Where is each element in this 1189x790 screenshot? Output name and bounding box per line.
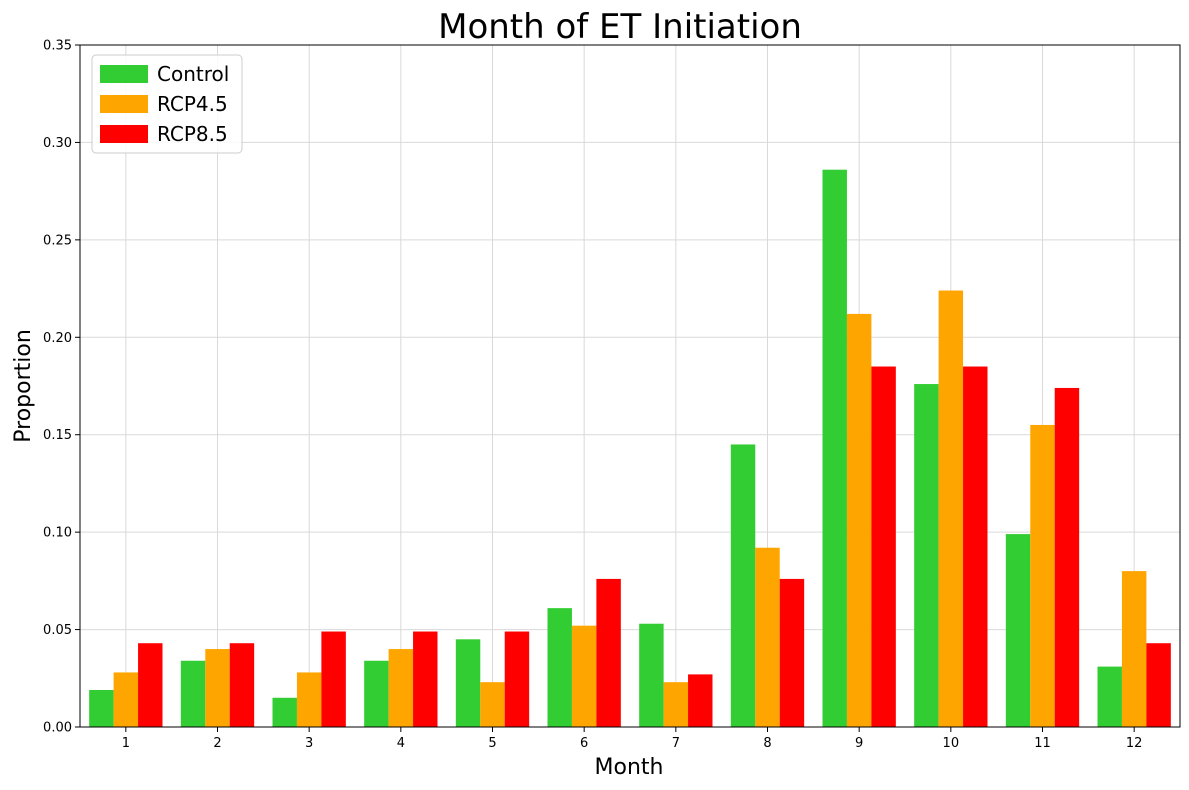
bar-rcp8-5	[963, 366, 988, 727]
bar-rcp8-5	[688, 674, 713, 727]
y-tick-label: 0.35	[43, 39, 72, 54]
y-tick-label: 0.10	[43, 526, 72, 541]
x-tick-label: 5	[488, 736, 496, 751]
bar-rcp8-5	[779, 578, 805, 727]
bar-control	[730, 444, 756, 727]
legend-swatch	[100, 95, 148, 113]
plot-frame	[79, 44, 1181, 728]
legend-label: Control	[157, 62, 229, 86]
y-tick-label: 0.25	[43, 233, 72, 248]
legend: Control RCP4.5 RCP8.5	[91, 54, 243, 154]
bars	[89, 169, 1171, 728]
legend-label: RCP4.5	[157, 92, 228, 116]
bar-rcp8-5	[596, 578, 621, 727]
bar-rcp4-5	[846, 313, 872, 727]
bar-rcp4-5	[571, 625, 597, 727]
x-tick-label: 12	[1126, 736, 1143, 751]
x-tick-label: 3	[305, 736, 313, 751]
y-tick-label: 0.20	[43, 331, 72, 346]
axis-ticks: 0.000.050.100.150.200.250.300.351 2 3 4 5 6 7 8…	[43, 39, 1142, 752]
bar-rcp8-5	[871, 366, 896, 727]
y-tick-label: 0.05	[43, 623, 72, 638]
bar-rcp8-5	[413, 631, 438, 727]
x-tick-label: 1	[122, 736, 130, 751]
x-tick-label: 10	[943, 736, 960, 751]
chart-title: Month of ET Initiation	[438, 7, 802, 47]
bar-rcp8-5	[138, 643, 163, 727]
bar-rcp4-5	[296, 672, 322, 727]
bar-rcp8-5	[229, 643, 255, 727]
bar-control	[547, 608, 572, 727]
bar-rcp4-5	[938, 290, 964, 727]
bar-control	[1005, 534, 1031, 727]
legend-swatch	[100, 65, 148, 83]
bar-rcp4-5	[388, 649, 414, 727]
y-tick-label: 0.00	[43, 721, 72, 736]
y-tick-label: 0.30	[43, 136, 72, 151]
x-tick-label: 7	[672, 736, 680, 751]
bar-control	[180, 660, 206, 727]
bar-control	[639, 623, 664, 727]
x-tick-label: 8	[763, 736, 771, 751]
bar-rcp4-5	[205, 649, 230, 727]
bar-rcp4-5	[755, 547, 780, 727]
bar-control	[89, 689, 114, 727]
bar-control	[272, 697, 297, 727]
x-tick-label: 6	[580, 736, 588, 751]
bar-control	[455, 639, 481, 727]
bar-rcp4-5	[480, 682, 505, 727]
y-tick-label: 0.15	[43, 428, 72, 443]
bar-control	[1097, 666, 1122, 727]
bar-rcp8-5	[1054, 387, 1080, 727]
y-axis-label: Proportion	[11, 329, 36, 443]
bar-rcp8-5	[321, 631, 346, 727]
bar-rcp4-5	[663, 682, 689, 727]
legend-label: RCP8.5	[157, 122, 228, 146]
bar-rcp8-5	[1146, 643, 1171, 727]
bar-control	[822, 169, 847, 728]
x-tick-label: 9	[855, 736, 863, 751]
bar-rcp4-5	[1121, 571, 1147, 727]
bar-rcp8-5	[504, 631, 530, 727]
bar-control	[914, 384, 939, 727]
x-tick-label: 2	[213, 736, 221, 751]
legend-swatch	[100, 125, 148, 143]
x-tick-label: 4	[397, 736, 405, 751]
x-axis-label: Month	[595, 755, 664, 780]
x-tick-label: 11	[1034, 736, 1051, 751]
bar-rcp4-5	[113, 672, 139, 727]
bar-rcp4-5	[1030, 424, 1055, 727]
bar-control	[364, 660, 389, 727]
